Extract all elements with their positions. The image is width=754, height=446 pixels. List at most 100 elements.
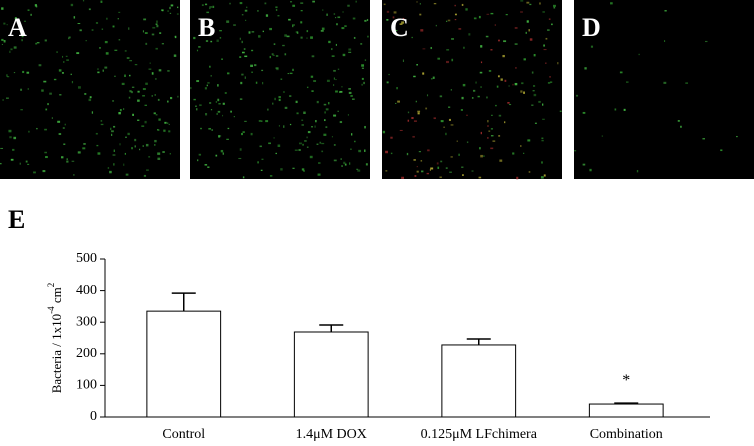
speck bbox=[105, 52, 109, 55]
speck bbox=[66, 158, 68, 161]
speck bbox=[433, 117, 436, 120]
speck bbox=[446, 49, 450, 51]
speck bbox=[306, 146, 309, 149]
speck bbox=[351, 133, 353, 136]
speck bbox=[268, 142, 271, 145]
speck bbox=[413, 120, 417, 122]
speck bbox=[43, 80, 47, 83]
speck bbox=[507, 102, 510, 104]
speck bbox=[361, 83, 363, 86]
speck bbox=[123, 163, 125, 166]
speck bbox=[363, 81, 365, 85]
speck bbox=[173, 54, 177, 57]
speck bbox=[411, 36, 413, 39]
speck bbox=[13, 46, 17, 49]
speck bbox=[124, 152, 126, 155]
speck bbox=[238, 157, 242, 160]
speck bbox=[157, 98, 160, 101]
speck bbox=[142, 88, 146, 91]
speck bbox=[284, 53, 287, 56]
speck bbox=[547, 29, 550, 31]
speck bbox=[71, 160, 75, 162]
speck bbox=[58, 133, 62, 135]
speck bbox=[19, 162, 21, 165]
speck bbox=[114, 75, 116, 77]
speck bbox=[95, 22, 99, 24]
speck bbox=[239, 37, 241, 40]
speck bbox=[413, 159, 416, 161]
speck bbox=[548, 18, 551, 20]
speck bbox=[27, 163, 30, 166]
speck bbox=[480, 61, 483, 64]
speck bbox=[61, 156, 64, 159]
speck bbox=[516, 176, 519, 180]
y-axis-label: Bacteria / 1x10-4 cm2 bbox=[46, 283, 64, 394]
speck bbox=[320, 30, 324, 32]
speck bbox=[420, 160, 423, 162]
speck bbox=[702, 138, 706, 140]
speck bbox=[541, 137, 544, 140]
speck bbox=[261, 69, 264, 72]
speck bbox=[498, 114, 502, 117]
speck bbox=[241, 40, 243, 44]
speck bbox=[300, 10, 303, 12]
speck bbox=[250, 132, 253, 136]
speck bbox=[227, 127, 230, 130]
speck bbox=[269, 55, 271, 59]
speck bbox=[483, 155, 485, 157]
speck bbox=[34, 4, 37, 7]
speck bbox=[505, 13, 508, 16]
speck bbox=[96, 144, 99, 147]
speck bbox=[101, 28, 104, 30]
speck bbox=[528, 29, 530, 32]
speck bbox=[300, 21, 303, 24]
speck bbox=[113, 149, 115, 152]
speck bbox=[341, 27, 345, 30]
speck bbox=[71, 80, 74, 84]
speck bbox=[113, 163, 115, 166]
significance-mark: * bbox=[622, 372, 630, 389]
speck bbox=[347, 114, 349, 116]
speck bbox=[119, 143, 121, 146]
speck bbox=[284, 34, 287, 37]
speck bbox=[239, 2, 243, 5]
speck bbox=[312, 0, 315, 3]
speck bbox=[323, 103, 327, 106]
y-tick-label: 500 bbox=[76, 251, 97, 266]
bar bbox=[588, 403, 664, 418]
speck bbox=[262, 30, 264, 33]
speck bbox=[382, 130, 386, 134]
speck bbox=[262, 81, 264, 85]
speck bbox=[430, 46, 433, 50]
speck bbox=[132, 113, 134, 116]
speck bbox=[144, 32, 148, 34]
speck bbox=[531, 71, 534, 74]
speck bbox=[582, 111, 586, 114]
micrographs: A B C D bbox=[0, 0, 754, 180]
speck bbox=[226, 20, 230, 23]
speck bbox=[118, 39, 121, 41]
speck bbox=[174, 35, 177, 39]
speck bbox=[342, 11, 344, 13]
speck bbox=[84, 93, 87, 95]
speck bbox=[158, 69, 162, 72]
speck bbox=[134, 138, 137, 142]
speck bbox=[333, 144, 336, 146]
speck bbox=[294, 149, 298, 151]
speck bbox=[12, 148, 15, 151]
speck bbox=[145, 82, 148, 85]
label-text: cm bbox=[49, 287, 64, 306]
speck bbox=[134, 64, 138, 66]
speck bbox=[112, 25, 115, 28]
speck bbox=[254, 64, 257, 67]
speck bbox=[447, 19, 451, 22]
speck bbox=[399, 23, 403, 25]
speck bbox=[551, 23, 553, 26]
speck bbox=[257, 161, 259, 164]
speck bbox=[529, 3, 532, 6]
speck bbox=[472, 89, 476, 92]
speck bbox=[63, 143, 66, 145]
speck bbox=[148, 68, 152, 70]
speck bbox=[154, 139, 157, 143]
speck bbox=[437, 166, 440, 169]
